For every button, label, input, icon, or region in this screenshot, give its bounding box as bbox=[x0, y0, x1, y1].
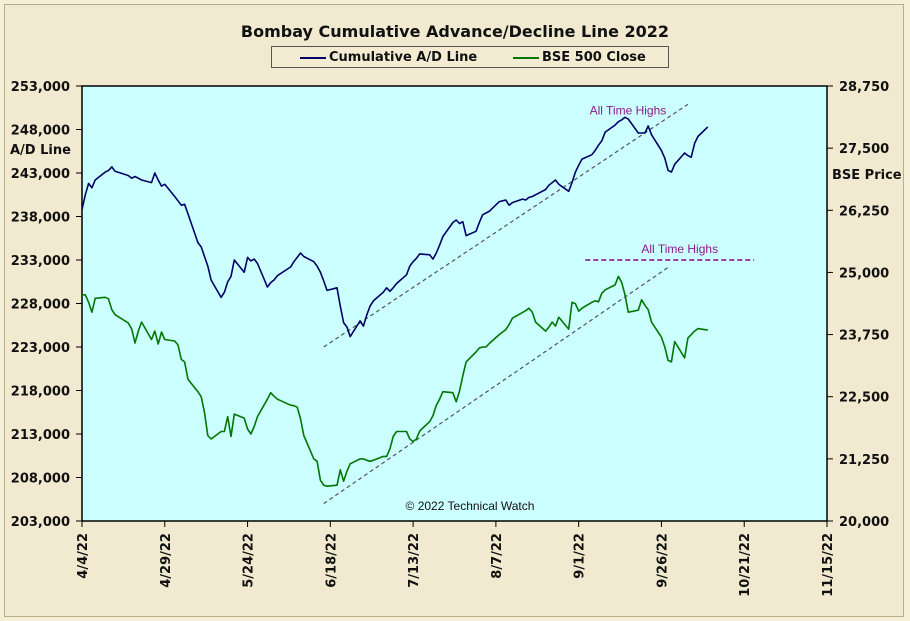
left-tick-label: 218,000 bbox=[11, 385, 70, 400]
right-tick-label: 27,500 bbox=[839, 142, 889, 157]
legend-swatch-ad-line bbox=[300, 56, 326, 59]
x-tick-label: 4/29/22 bbox=[159, 533, 174, 588]
x-tick-label: 11/15/22 bbox=[821, 533, 836, 597]
left-tick-label: 203,000 bbox=[11, 515, 70, 530]
x-tick-label: 10/21/22 bbox=[738, 533, 753, 597]
annotation-trendline bbox=[323, 103, 689, 348]
x-tick-label: 9/26/22 bbox=[655, 533, 670, 588]
series-line-bse bbox=[82, 275, 708, 488]
legend: Cumulative A/D Line BSE 500 Close bbox=[271, 46, 669, 68]
left-tick-label: 233,000 bbox=[11, 254, 70, 269]
left-tick-label: 253,000 bbox=[11, 80, 70, 95]
right-tick-label: 21,250 bbox=[839, 453, 889, 468]
right-tick-label: 23,750 bbox=[839, 329, 889, 344]
left-tick-label: 228,000 bbox=[11, 298, 70, 313]
right-axis-title: BSE Price bbox=[832, 168, 902, 183]
x-tick-label: 7/13/22 bbox=[407, 533, 422, 588]
left-tick-label: 248,000 bbox=[11, 124, 70, 139]
chart-title: Bombay Cumulative Advance/Decline Line 2… bbox=[240, 22, 670, 41]
x-tick-label: 9/1/22 bbox=[573, 533, 588, 579]
x-tick-label: 6/18/22 bbox=[324, 533, 339, 588]
right-tick-label: 22,500 bbox=[839, 391, 889, 406]
axes-layer: 203,000 208,000 213,000 218,000 223,000 228,0… bbox=[11, 80, 889, 597]
left-tick-label: 243,000 bbox=[11, 167, 70, 182]
annotation-label: All Time Highs bbox=[590, 103, 667, 117]
x-tick-label: 4/4/22 bbox=[76, 533, 91, 579]
left-axis-title: A/D Line bbox=[10, 143, 71, 158]
series-layer bbox=[82, 116, 709, 488]
right-tick-label: 28,750 bbox=[839, 80, 889, 95]
annotation-text-layer: All Time Highs All Time Highs bbox=[590, 103, 718, 256]
right-tick-label: 20,000 bbox=[839, 515, 889, 530]
legend-item-bse-close: BSE 500 Close bbox=[513, 50, 646, 65]
legend-swatch-bse-close bbox=[513, 56, 539, 59]
right-tick-label: 25,000 bbox=[839, 266, 889, 281]
left-tick-label: 213,000 bbox=[11, 428, 70, 443]
left-tick-label: 223,000 bbox=[11, 341, 70, 356]
left-tick-label: 208,000 bbox=[11, 472, 70, 487]
x-tick-label: 8/7/22 bbox=[490, 533, 505, 579]
plot-area bbox=[81, 85, 828, 522]
legend-label-ad-line: Cumulative A/D Line bbox=[329, 50, 478, 65]
annotation-layer bbox=[323, 103, 755, 505]
x-tick-label: 5/24/22 bbox=[242, 533, 257, 588]
annotation-label: All Time Highs bbox=[641, 242, 718, 256]
legend-item-ad-line: Cumulative A/D Line bbox=[300, 50, 477, 65]
copyright-text: © 2022 Technical Watch bbox=[406, 499, 535, 513]
legend-label-bse-close: BSE 500 Close bbox=[542, 50, 646, 65]
right-tick-label: 26,250 bbox=[839, 204, 889, 219]
left-tick-label: 238,000 bbox=[11, 211, 70, 226]
series-line-ad bbox=[82, 116, 709, 338]
